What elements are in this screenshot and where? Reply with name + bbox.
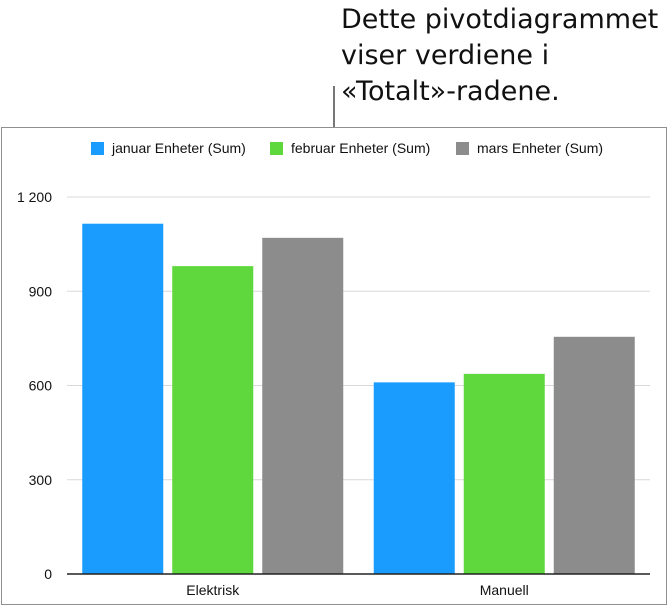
callout-line-3: «Totalt»-radene. (341, 76, 560, 107)
chart-legend: januar Enheter (Sum) februar Enheter (Su… (0, 138, 670, 158)
legend-swatch-mars (456, 141, 469, 155)
y-tick-label-300: 300 (29, 472, 53, 488)
x-category-label-elektrisk: Elektrisk (186, 582, 240, 598)
legend-label-januar: januar Enheter (Sum) (112, 140, 246, 156)
callout-leader-line (333, 86, 335, 128)
gridlines (67, 196, 650, 481)
x-axis-categories: Elektrisk Manuell (186, 582, 528, 598)
bars (82, 223, 635, 574)
bar-manuell-3 (553, 336, 635, 574)
x-category-label-manuell: Manuell (480, 582, 529, 598)
legend-swatch-januar (91, 141, 104, 155)
y-tick-label-0: 0 (44, 566, 52, 582)
legend-label-mars: mars Enheter (Sum) (477, 140, 604, 156)
legend-swatch-februar (270, 141, 283, 155)
bar-elektrisk-3 (262, 237, 344, 574)
bar-elektrisk-2 (172, 266, 254, 574)
legend-item-januar: januar Enheter (Sum) (91, 138, 246, 158)
legend-label-februar: februar Enheter (Sum) (291, 140, 431, 156)
y-tick-label-900: 900 (29, 283, 53, 299)
legend-item-mars: mars Enheter (Sum) (456, 138, 603, 158)
bar-manuell-1 (373, 382, 455, 574)
callout-text: Dette pivotdiagrammet viser verdiene i «… (341, 2, 666, 110)
callout-line-1: Dette pivotdiagrammet (341, 4, 659, 35)
y-tick-label-1200: 1 200 (17, 189, 52, 205)
callout-line-2: viser verdiene i (341, 40, 550, 71)
bar-elektrisk-1 (82, 223, 164, 574)
y-tick-label-600: 600 (29, 378, 53, 394)
legend-item-februar: februar Enheter (Sum) (270, 138, 430, 158)
bar-manuell-2 (463, 373, 545, 574)
y-axis-ticks: 0 300 600 900 1 200 (17, 189, 52, 582)
